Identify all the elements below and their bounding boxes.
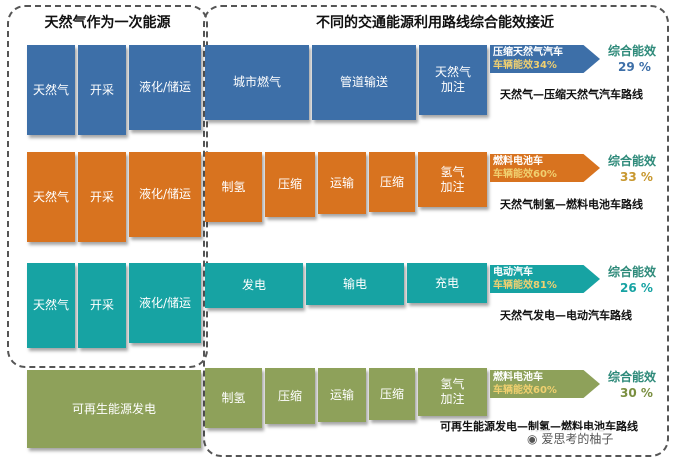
row3-vehicle-type: 电动汽车	[493, 266, 533, 278]
row4-step-compress-1: 压缩	[265, 368, 315, 424]
row1-eff-value: 29 %	[618, 60, 651, 74]
row4-step-transport: 运输	[318, 368, 366, 422]
row1-primary-storage: 液化/储运	[129, 45, 201, 130]
row2-primary-ng: 天然气	[27, 152, 75, 242]
row3-primary-storage: 液化/储运	[129, 263, 201, 343]
row3-vehicle-arrow: 电动汽车 车辆能效81%	[490, 265, 600, 293]
row1-vehicle-arrow: 压缩天然气汽车 车辆能效34%	[490, 45, 600, 73]
row1-vehicle-type: 压缩天然气汽车	[493, 46, 563, 58]
watermark: ◉ 爱思考的柚子	[524, 430, 617, 447]
row1-eff-label: 综合能效	[608, 44, 657, 58]
row2-primary-storage: 液化/储运	[129, 152, 201, 237]
row2-eff-value: 33 %	[620, 170, 653, 184]
row4-route-label: 可再生能源发电—制氢—燃料电池车路线	[440, 420, 638, 433]
row4-vehicle-arrow: 燃料电池车 车辆能效60%	[490, 370, 600, 398]
row2-step-h2-production: 制氢	[205, 152, 262, 222]
row3-primary-ng: 天然气	[27, 263, 75, 348]
routes-frame	[203, 5, 669, 457]
row1-route-label: 天然气—压缩天然气汽车路线	[500, 88, 643, 101]
row1-primary-mining: 开采	[78, 45, 126, 135]
row3-step-generation: 发电	[205, 263, 303, 308]
row2-route-label: 天然气制氢—燃料电池车路线	[500, 198, 643, 211]
row1-step-pipeline: 管道输送	[312, 45, 416, 120]
row3-vehicle-efficiency: 车辆能效81%	[493, 280, 557, 291]
row3-eff-label: 综合能效	[608, 265, 657, 279]
row2-step-refuel: 氢气 加注	[418, 152, 487, 207]
wechat-icon: ◉	[527, 432, 538, 446]
row4-step-refuel: 氢气 加注	[418, 368, 487, 416]
row4-step-compress-2: 压缩	[369, 368, 415, 420]
row3-primary-mining: 开采	[78, 263, 126, 348]
row2-vehicle-type: 燃料电池车	[493, 155, 543, 167]
row3-eff-value: 26 %	[620, 281, 653, 295]
row3-route-label: 天然气发电—电动汽车路线	[500, 309, 632, 322]
row4-eff-label: 综合能效	[608, 370, 657, 384]
row3-step-charging: 充电	[407, 263, 487, 303]
row3-step-transmission: 输电	[306, 263, 404, 305]
row2-vehicle-arrow: 燃料电池车 车辆能效60%	[490, 154, 600, 182]
row4-vehicle-efficiency: 车辆能效60%	[493, 385, 557, 396]
row1-primary-ng: 天然气	[27, 45, 75, 135]
row1-step-refuel: 天然气 加注	[419, 45, 487, 115]
row2-step-transport: 运输	[318, 152, 366, 214]
right-header: 不同的交通能源利用路线综合能效接近	[316, 15, 554, 31]
row2-step-compress-2: 压缩	[369, 152, 415, 212]
row2-primary-mining: 开采	[78, 152, 126, 242]
row1-vehicle-efficiency: 车辆能效34%	[493, 60, 557, 71]
row4-vehicle-type: 燃料电池车	[493, 371, 543, 383]
row4-step-h2-production: 制氢	[205, 368, 262, 428]
row2-step-compress-1: 压缩	[265, 152, 315, 217]
row2-vehicle-efficiency: 车辆能效60%	[493, 169, 557, 180]
watermark-text: 爱思考的柚子	[541, 432, 614, 446]
row2-eff-label: 综合能效	[608, 154, 657, 168]
row4-primary-renewable: 可再生能源发电	[27, 370, 201, 448]
left-header: 天然气作为一次能源	[44, 15, 171, 31]
row4-eff-value: 30 %	[620, 386, 653, 400]
row1-step-city-gas: 城市燃气	[205, 45, 309, 120]
